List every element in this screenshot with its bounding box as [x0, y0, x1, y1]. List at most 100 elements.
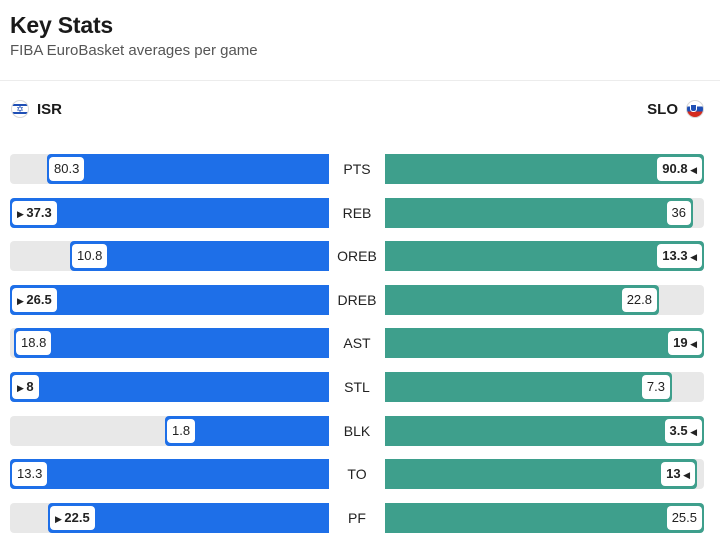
isr-value-text: 18.8	[21, 335, 47, 350]
slo-value: 22.8	[621, 288, 657, 312]
stat-row-pts: 80.3 PTS 90.8 ◀	[0, 154, 720, 184]
slo-bar: 7.3	[385, 372, 672, 402]
leader-arrow-icon: ◀	[687, 165, 697, 175]
slo-bar-track: 19 ◀	[385, 328, 704, 358]
stat-label: PTS	[343, 161, 371, 177]
isr-bar-track: 10.8	[10, 241, 329, 271]
slo-bar: 22.8	[385, 285, 659, 315]
stat-label: OREB	[337, 248, 377, 264]
slo-bar-track: 22.8	[385, 285, 704, 315]
slo-bar-track: 13.3 ◀	[385, 241, 704, 271]
isr-value-text: 37.3	[26, 205, 52, 220]
slo-bar: 90.8 ◀	[385, 154, 704, 184]
isr-value-text: 26.5	[26, 292, 52, 307]
slo-value-text: 13.3	[662, 248, 688, 263]
slo-value: 19 ◀	[668, 331, 702, 355]
slo-bar: 3.5 ◀	[385, 416, 704, 446]
leader-arrow-icon: ▶	[55, 514, 65, 524]
isr-value: ▶ 22.5	[50, 506, 95, 530]
team-left-header: ✡ ISR	[11, 100, 70, 118]
isr-bar-track: ▶ 37.3	[10, 198, 329, 228]
stat-label: DREB	[337, 292, 377, 308]
stat-label: TO	[347, 466, 367, 482]
isr-bar: ▶ 8	[10, 372, 329, 402]
stat-row-reb: ▶ 37.3 REB 36	[0, 198, 720, 228]
stat-row-to: 13.3 TO 13 ◀	[0, 459, 720, 489]
slo-bar-track: 3.5 ◀	[385, 416, 704, 446]
isr-value-text: 1.8	[172, 423, 191, 438]
leader-arrow-icon: ▶	[17, 383, 27, 393]
slo-value-text: 13	[666, 466, 681, 481]
stat-label: REB	[342, 205, 372, 221]
isr-bar-track: 1.8	[10, 416, 329, 446]
slovenia-flag-icon	[686, 100, 704, 118]
isr-bar: ▶ 37.3	[10, 198, 329, 228]
slo-bar-track: 36	[385, 198, 704, 228]
isr-value-text: 80.3	[54, 161, 80, 176]
isr-bar: 80.3	[47, 154, 329, 184]
isr-bar-track: ▶ 8	[10, 372, 329, 402]
slo-value-text: 7.3	[646, 379, 665, 394]
isr-bar: 18.8	[14, 328, 329, 358]
team-right-header: SLO	[639, 100, 704, 118]
team-left-abbr: ISR	[37, 100, 63, 118]
slo-value-text: 19	[673, 335, 688, 350]
slo-bar: 13.3 ◀	[385, 241, 704, 271]
page-subtitle: FIBA EuroBasket averages per game	[10, 42, 258, 59]
stat-label: AST	[343, 335, 371, 351]
slo-value-text: 25.5	[671, 510, 697, 525]
leader-arrow-icon: ▶	[17, 209, 27, 219]
slo-bar: 25.5	[385, 503, 704, 533]
stat-label: PF	[348, 510, 366, 526]
isr-value: 13.3	[12, 462, 48, 486]
isr-value: 10.8	[72, 244, 108, 268]
isr-bar: 13.3	[10, 459, 329, 489]
isr-value-text: 13.3	[17, 466, 43, 481]
slo-value: 13 ◀	[661, 462, 695, 486]
slo-bar: 13 ◀	[385, 459, 697, 489]
israel-flag-icon: ✡	[11, 100, 29, 118]
team-right-abbr: SLO	[647, 100, 678, 118]
isr-bar: ▶ 22.5	[48, 503, 329, 533]
slo-value: 36	[666, 201, 691, 225]
isr-bar: 1.8	[165, 416, 329, 446]
leader-arrow-icon: ◀	[680, 470, 690, 480]
slo-bar-track: 25.5	[385, 503, 704, 533]
slo-value: 7.3	[641, 375, 670, 399]
slo-bar-track: 90.8 ◀	[385, 154, 704, 184]
isr-value: ▶ 26.5	[12, 288, 57, 312]
stat-label: STL	[344, 379, 370, 395]
stat-row-blk: 1.8 BLK 3.5 ◀	[0, 416, 720, 446]
slo-value-text: 90.8	[662, 161, 688, 176]
isr-value: 1.8	[167, 419, 196, 443]
slo-value-text: 3.5	[669, 423, 688, 438]
slo-value: 90.8 ◀	[657, 157, 702, 181]
stat-row-ast: 18.8 AST 19 ◀	[0, 328, 720, 358]
stat-label: BLK	[343, 423, 371, 439]
slo-bar-track: 7.3	[385, 372, 704, 402]
slo-value: 13.3 ◀	[657, 244, 702, 268]
isr-bar-track: ▶ 26.5	[10, 285, 329, 315]
isr-value: ▶ 8	[12, 375, 39, 399]
isr-bar-track: 18.8	[10, 328, 329, 358]
slo-bar-track: 13 ◀	[385, 459, 704, 489]
stat-row-oreb: 10.8 OREB 13.3 ◀	[0, 241, 720, 271]
page-title: Key Stats	[10, 12, 114, 38]
leader-arrow-icon: ◀	[687, 339, 697, 349]
leader-arrow-icon: ▶	[17, 296, 27, 306]
isr-value-text: 22.5	[64, 510, 90, 525]
slo-bar: 36	[385, 198, 693, 228]
isr-bar-track: ▶ 22.5	[10, 503, 329, 533]
isr-value-text: 8	[26, 379, 34, 394]
slo-value-text: 22.8	[626, 292, 652, 307]
isr-bar: 10.8	[70, 241, 329, 271]
leader-arrow-icon: ◀	[687, 427, 697, 437]
stat-row-dreb: ▶ 26.5 DREB 22.8	[0, 285, 720, 315]
stat-row-stl: ▶ 8 STL 7.3	[0, 372, 720, 402]
slo-value-text: 36	[671, 205, 686, 220]
header-divider	[0, 80, 720, 81]
slo-value: 25.5	[666, 506, 702, 530]
isr-bar-track: 13.3	[10, 459, 329, 489]
leader-arrow-icon: ◀	[687, 252, 697, 262]
isr-bar: ▶ 26.5	[10, 285, 329, 315]
